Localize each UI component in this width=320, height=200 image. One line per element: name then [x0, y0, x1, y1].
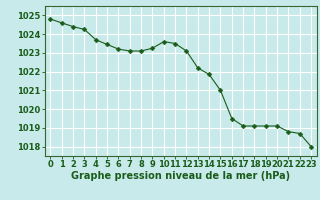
X-axis label: Graphe pression niveau de la mer (hPa): Graphe pression niveau de la mer (hPa): [71, 171, 290, 181]
